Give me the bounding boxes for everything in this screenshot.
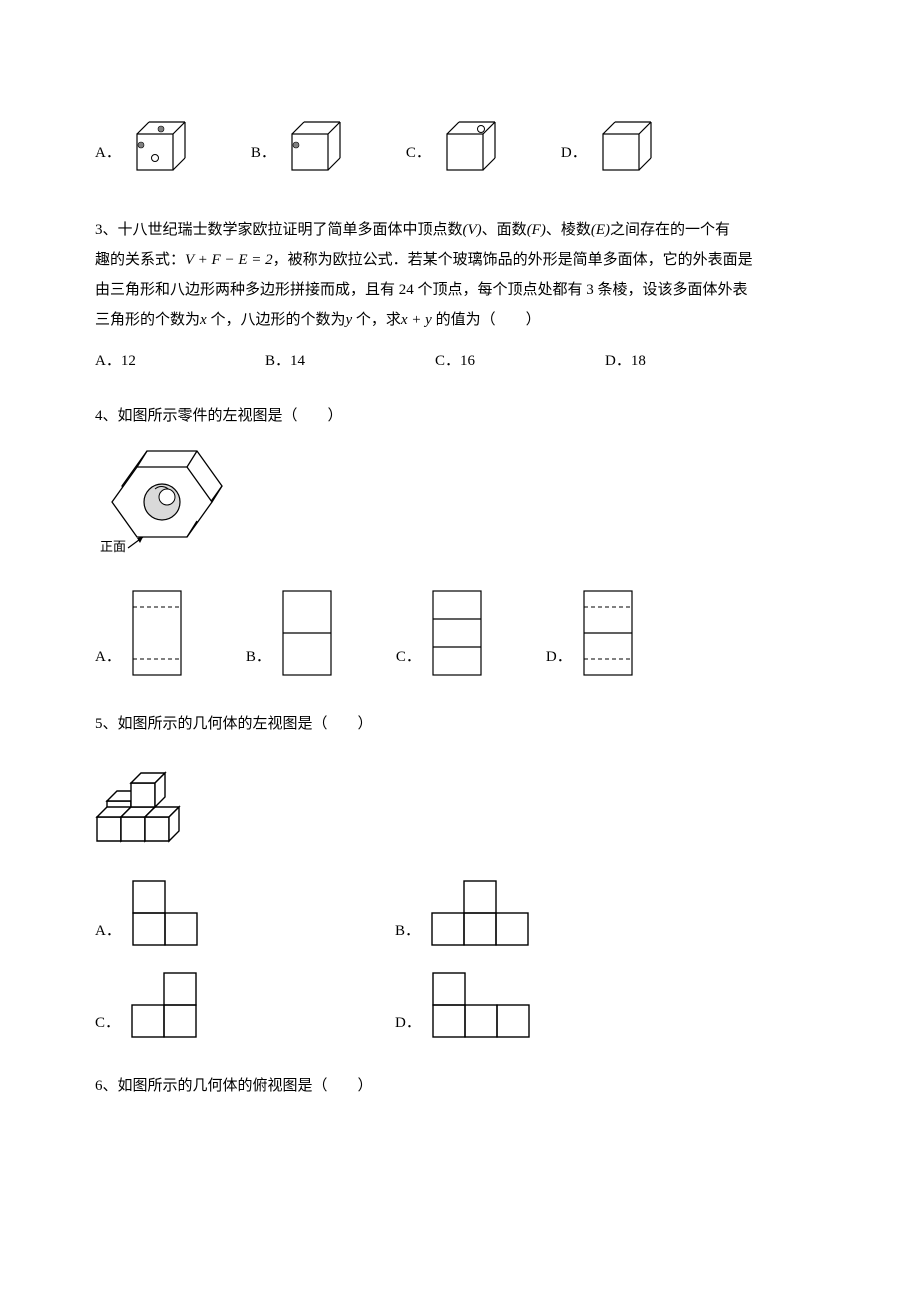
shape-b-icon	[430, 879, 540, 949]
q3-prefix: 3、十八世纪瑞士数学家欧拉证明了简单多面体中顶点数	[95, 222, 463, 238]
q3-E: (E)	[591, 222, 610, 238]
q3-b: B．14	[265, 349, 435, 373]
cube-a-icon	[131, 120, 191, 175]
q5-figure	[95, 757, 825, 857]
q3-F: (F)	[527, 222, 546, 238]
cube-c-icon	[441, 120, 501, 175]
q3-text: 3、十八世纪瑞士数学家欧拉证明了简单多面体中顶点数(V)、面数(F)、棱数(E)…	[95, 215, 825, 335]
q4-b-label: B．	[246, 645, 271, 679]
q3-line4-mid: 个，八边形的个数为	[210, 312, 345, 328]
option-d-label: D．	[561, 141, 587, 175]
q5-option-a: A．	[95, 879, 395, 949]
q3-d: D．18	[605, 349, 775, 373]
q3-V: (V)	[463, 222, 482, 238]
q3-xy: x + y	[401, 312, 432, 328]
q3-line4-prefix: 三角形的个数为	[95, 312, 200, 328]
q3-mid1: 、面数	[482, 222, 527, 238]
q4-option-a: A．	[95, 589, 186, 679]
q4-option-row: A． B． C． D．	[95, 589, 825, 679]
q5-a-label: A．	[95, 919, 121, 949]
q4-c-label: C．	[396, 645, 421, 679]
q2-option-d: D．	[561, 120, 657, 175]
q3-a: A．12	[95, 349, 265, 373]
q2-option-a: A．	[95, 120, 191, 175]
shape-d-icon	[431, 971, 541, 1041]
rect-d-icon	[582, 589, 637, 679]
q4-option-b: B．	[246, 589, 336, 679]
cube-d-icon	[597, 120, 657, 175]
q2-option-row: A． B．	[95, 120, 825, 175]
q2-option-b: B．	[251, 120, 346, 175]
rect-b-icon	[281, 589, 336, 679]
q3-y: y	[345, 312, 352, 328]
q2-option-c: C．	[406, 120, 501, 175]
q5-d-label: D．	[395, 1011, 421, 1041]
shape-c-icon	[130, 971, 220, 1041]
cube-b-icon	[286, 120, 346, 175]
option-c-label: C．	[406, 141, 431, 175]
q3-line4-tail: 的值为（ ）	[436, 312, 541, 328]
q4-text: 4、如图所示零件的左视图是（ ）	[95, 401, 825, 431]
q5-option-b: B．	[395, 879, 540, 949]
q4-option-d: D．	[546, 589, 637, 679]
hexagon-part-icon: 正面	[95, 449, 245, 569]
q3-answers: A．12 B．14 C．16 D．18	[95, 349, 825, 373]
q3-formula: V + F − E = 2	[185, 252, 273, 268]
shape-a-icon	[131, 879, 221, 949]
option-b-label: B．	[251, 141, 276, 175]
q5-row-ab: A． B．	[95, 879, 825, 949]
rect-c-icon	[431, 589, 486, 679]
q5-text: 5、如图所示的几何体的左视图是（ ）	[95, 709, 825, 739]
q3-x: x	[200, 312, 207, 328]
q6-text: 6、如图所示的几何体的俯视图是（ ）	[95, 1071, 825, 1101]
q3-mid2: 、棱数	[546, 222, 591, 238]
q5-option-c: C．	[95, 971, 395, 1041]
q3-line3: 由三角形和八边形两种多边形拼接而成，且有 24 个顶点，每个顶点处都有 3 条棱…	[95, 282, 748, 298]
q5-option-d: D．	[395, 971, 541, 1041]
front-label: 正面	[100, 539, 126, 554]
q3-mid3: 之间存在的一个有	[610, 222, 730, 238]
q5-b-label: B．	[395, 919, 420, 949]
q3-line4-mid2: 个，求	[356, 312, 401, 328]
cube-stack-icon	[95, 757, 225, 857]
q3-line2-prefix: 趣的关系式：	[95, 252, 185, 268]
q4-option-c: C．	[396, 589, 486, 679]
option-a-label: A．	[95, 141, 121, 175]
q3-c: C．16	[435, 349, 605, 373]
q4-a-label: A．	[95, 645, 121, 679]
q5-c-label: C．	[95, 1011, 120, 1041]
q5-row-cd: C． D．	[95, 971, 825, 1041]
q4-figure: 正面	[95, 449, 825, 569]
q4-d-label: D．	[546, 645, 572, 679]
q3-line2-mid: ，被称为欧拉公式．若某个玻璃饰品的外形是简单多面体，它的外表面是	[273, 252, 753, 268]
rect-a-icon	[131, 589, 186, 679]
